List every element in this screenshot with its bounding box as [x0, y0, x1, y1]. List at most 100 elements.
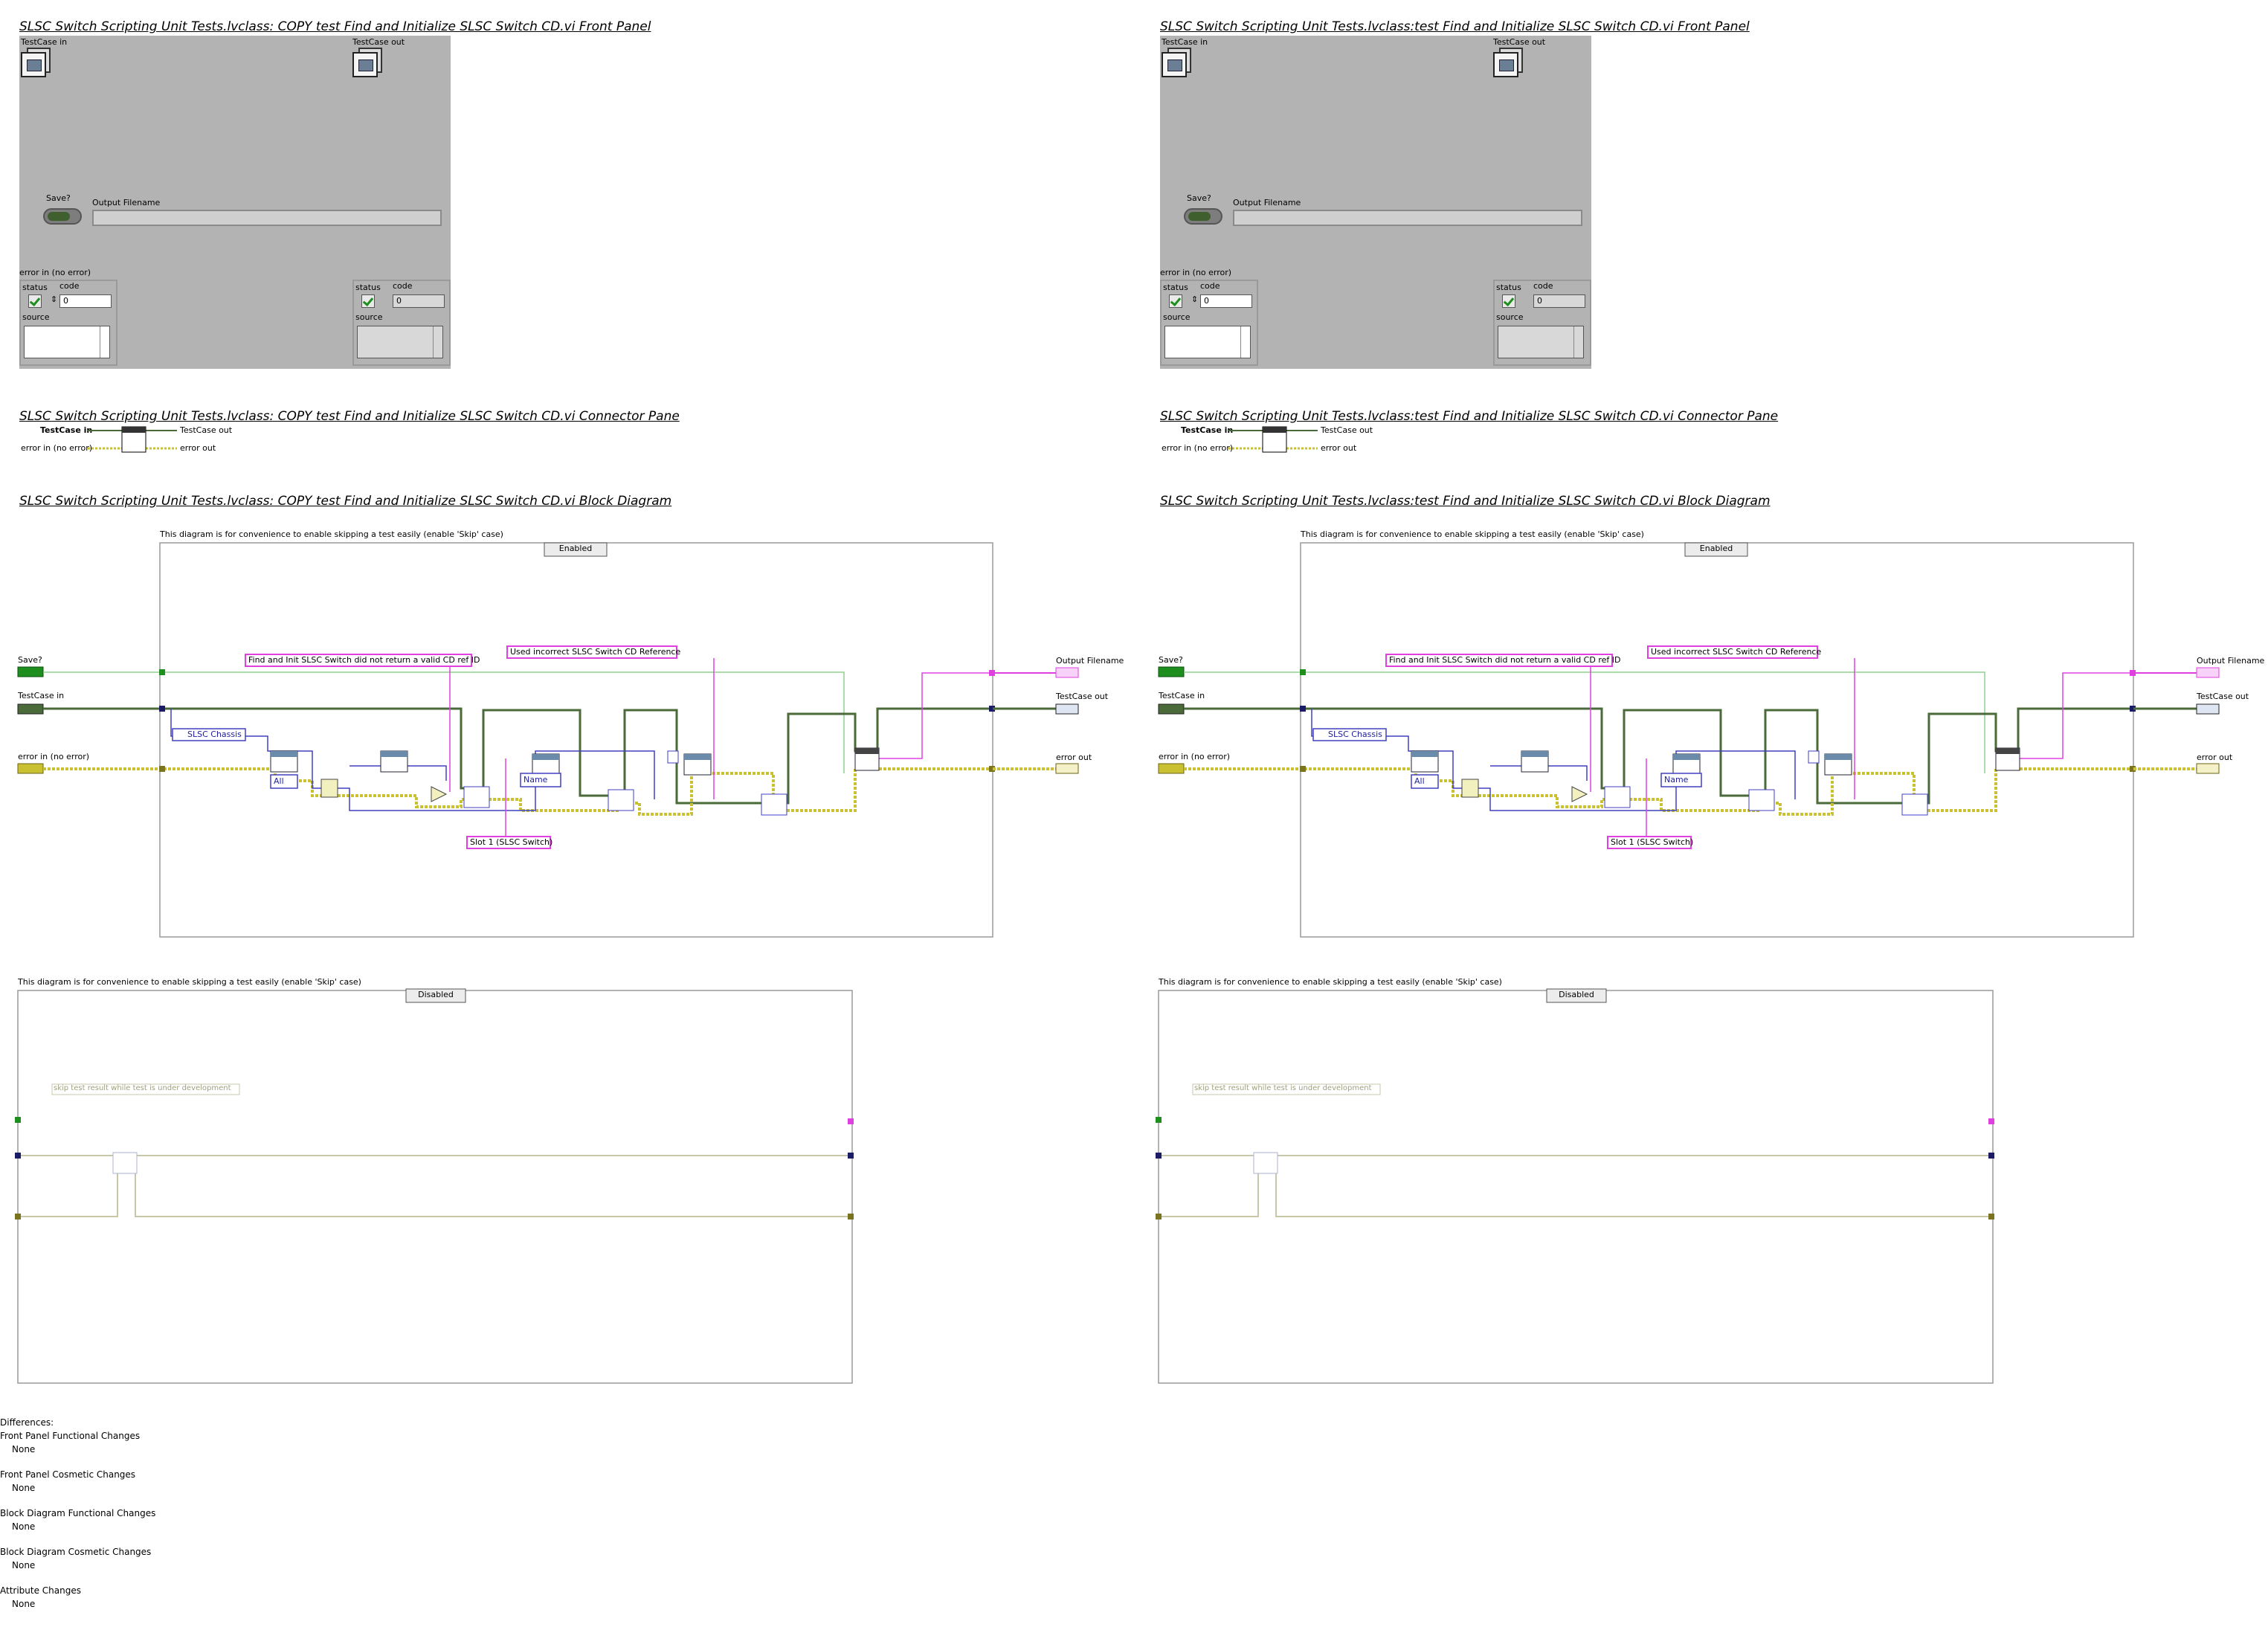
error-out-cluster: status code 0 source [352, 280, 451, 366]
left-connector-pane: TestCase in TestCase out error in (no er… [19, 425, 302, 457]
right-enabled-diagram [1157, 541, 2220, 938]
case-comment: This diagram is for convenience to enabl… [160, 529, 503, 539]
code-input[interactable]: 0 [1200, 294, 1252, 308]
source-label: source [1163, 312, 1191, 322]
left-block-title: SLSC Switch Scripting Unit Tests.lvclass… [19, 494, 672, 509]
conn-testcase-in: TestCase in [40, 425, 93, 435]
source-input[interactable] [1164, 326, 1251, 358]
diff-label: Attribute Changes [0, 1585, 81, 1596]
disabled-selector[interactable]: Disabled [418, 990, 454, 999]
save-toggle[interactable] [1184, 208, 1222, 225]
error-in-label: error in (no error) [1160, 268, 1232, 277]
status-label: status [1496, 283, 1521, 292]
slsc-chassis-constant: SLSC Chassis [187, 729, 242, 739]
error-in-cluster[interactable]: status code ⇕ 0 source [1160, 280, 1258, 366]
diff-value: None [12, 1560, 36, 1570]
source-label: source [22, 312, 50, 322]
diff-value: None [12, 1521, 36, 1532]
differences-heading: Differences: [0, 1417, 54, 1428]
case-comment-disabled: This diagram is for convenience to enabl… [1159, 977, 1502, 987]
conn-testcase-out: TestCase out [1321, 425, 1373, 435]
diff-label: Front Panel Functional Changes [0, 1431, 141, 1441]
all-enum: All [274, 776, 284, 786]
output-filename-terminal-label: Output Filename [1056, 656, 1124, 666]
save-terminal-label: Save? [18, 655, 42, 665]
status-checkbox[interactable] [28, 294, 42, 308]
source-input[interactable] [24, 326, 110, 358]
right-block-title: SLSC Switch Scripting Unit Tests.lvclass… [1160, 494, 1771, 509]
testcase-out-label: TestCase out [352, 37, 405, 47]
conn-testcase-in: TestCase in [1181, 425, 1234, 435]
code-indicator: 0 [1533, 294, 1585, 308]
save-label: Save? [1187, 193, 1211, 203]
error-out-cluster: status code 0 source [1493, 280, 1591, 366]
testcase-in-label: TestCase in [1162, 37, 1208, 47]
msg-incorrect-constant: Used incorrect SLSC Switch CD Reference [510, 647, 681, 657]
code-input[interactable]: 0 [59, 294, 112, 308]
diff-label: Block Diagram Functional Changes [0, 1508, 156, 1518]
source-indicator [1498, 326, 1584, 358]
error-in-terminal-label: error in (no error) [18, 752, 90, 761]
conn-error-out: error out [1321, 443, 1357, 453]
left-enabled-diagram [16, 541, 1080, 938]
right-front-panel: TestCase in TestCase out Save? Output Fi… [1160, 36, 1591, 369]
testcase-in-control[interactable] [1162, 48, 1191, 77]
disabled-selector[interactable]: Disabled [1559, 990, 1594, 999]
skip-text: skip test result while test is under dev… [54, 1084, 231, 1092]
source-label: source [1496, 312, 1524, 322]
output-filename-terminal-label: Output Filename [2197, 656, 2265, 666]
error-out-terminal-label: error out [1056, 753, 1092, 762]
output-filename-indicator [92, 210, 442, 226]
testcase-in-terminal-label: TestCase in [1159, 691, 1205, 700]
case-comment-disabled: This diagram is for convenience to enabl… [18, 977, 361, 987]
status-checkbox[interactable] [1169, 294, 1182, 308]
testcase-out-label: TestCase out [1493, 37, 1546, 47]
msg-invalid-constant: Find and Init SLSC Switch did not return… [248, 655, 480, 665]
save-label: Save? [46, 193, 71, 203]
testcase-in-control[interactable] [21, 48, 51, 77]
code-stepper-icon[interactable]: ⇕ [51, 294, 58, 304]
left-front-panel: TestCase in TestCase out Save? Output Fi… [19, 36, 451, 369]
testcase-out-terminal-label: TestCase out [1056, 692, 1109, 701]
source-indicator [357, 326, 443, 358]
source-label: source [355, 312, 383, 322]
diff-label: Block Diagram Cosmetic Changes [0, 1547, 152, 1557]
code-label: code [59, 281, 80, 291]
error-in-label: error in (no error) [19, 268, 91, 277]
left-connector-title: SLSC Switch Scripting Unit Tests.lvclass… [19, 409, 680, 424]
slsc-chassis-constant: SLSC Chassis [1328, 729, 1382, 739]
code-stepper-icon[interactable]: ⇕ [1191, 294, 1199, 304]
conn-error-out: error out [180, 443, 216, 453]
code-label: code [1200, 281, 1220, 291]
slot-constant: Slot 1 (SLSC Switch) [1611, 837, 1694, 847]
slot-constant: Slot 1 (SLSC Switch) [470, 837, 553, 847]
enabled-selector[interactable]: Enabled [1699, 544, 1733, 553]
error-in-cluster[interactable]: status code ⇕ 0 source [19, 280, 117, 366]
diff-label: Front Panel Cosmetic Changes [0, 1469, 136, 1480]
status-label: status [22, 283, 48, 292]
testcase-in-label: TestCase in [21, 37, 68, 47]
right-front-panel-title: SLSC Switch Scripting Unit Tests.lvclass… [1160, 19, 1750, 34]
msg-invalid-constant: Find and Init SLSC Switch did not return… [1389, 655, 1621, 665]
right-connector-pane: TestCase in TestCase out error in (no er… [1160, 425, 1443, 457]
case-comment: This diagram is for convenience to enabl… [1301, 529, 1644, 539]
right-disabled-diagram [1155, 988, 1995, 1384]
status-indicator [1502, 294, 1515, 308]
right-connector-title: SLSC Switch Scripting Unit Tests.lvclass… [1160, 409, 1779, 424]
code-indicator: 0 [393, 294, 445, 308]
diff-value: None [12, 1483, 36, 1493]
msg-incorrect-constant: Used incorrect SLSC Switch CD Reference [1651, 647, 1822, 657]
enabled-selector[interactable]: Enabled [558, 544, 593, 553]
testcase-out-indicator [1493, 48, 1523, 77]
save-terminal-label: Save? [1159, 655, 1183, 665]
code-label: code [1533, 281, 1553, 291]
save-toggle[interactable] [43, 208, 82, 225]
name-enum: Name [1664, 775, 1689, 784]
diff-value: None [12, 1444, 36, 1454]
diff-value: None [12, 1599, 36, 1609]
conn-error-in: error in (no error) [21, 443, 93, 453]
testcase-out-indicator [352, 48, 382, 77]
error-in-terminal-label: error in (no error) [1159, 752, 1231, 761]
output-filename-label: Output Filename [92, 198, 161, 207]
